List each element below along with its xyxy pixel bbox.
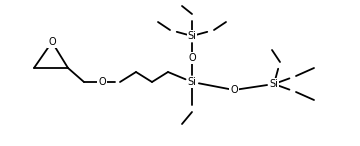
Text: Si: Si: [270, 79, 278, 89]
Text: O: O: [48, 37, 56, 47]
Text: Si: Si: [188, 31, 197, 41]
Text: Si: Si: [188, 77, 197, 87]
Text: O: O: [230, 85, 238, 95]
Text: O: O: [98, 77, 106, 87]
Text: O: O: [188, 53, 196, 63]
